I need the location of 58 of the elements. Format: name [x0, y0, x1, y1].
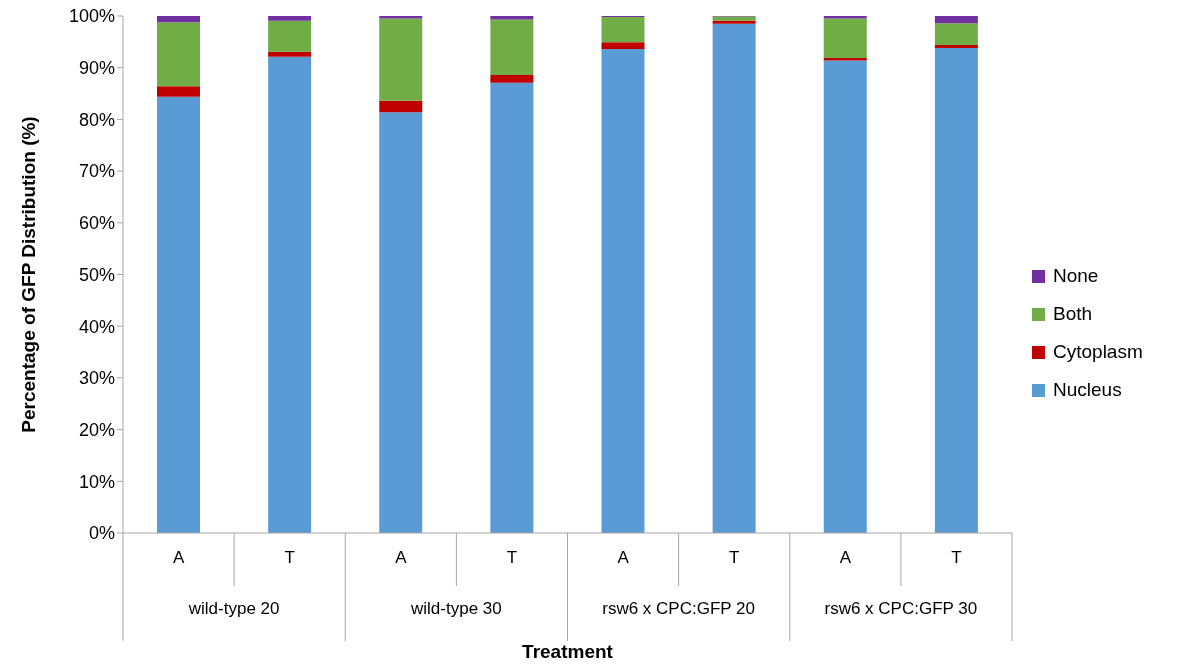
bar: [157, 96, 200, 533]
bar: [823, 16, 867, 19]
bar: [157, 86, 200, 97]
bar: [157, 16, 200, 23]
legend-label: Nucleus: [1053, 379, 1122, 401]
bar: [712, 20, 756, 24]
bar: [268, 16, 312, 21]
x-tick-label: T: [506, 548, 518, 567]
bar: [823, 18, 867, 58]
bar: [268, 56, 312, 533]
bar: [268, 20, 312, 52]
bar: [934, 48, 978, 533]
bar: [379, 112, 423, 533]
bar: [823, 60, 867, 533]
bar: [490, 82, 534, 533]
y-tick-label: 80%: [78, 109, 115, 130]
bar: [712, 23, 756, 533]
bar: [934, 16, 978, 24]
bar: [934, 23, 978, 45]
bar: [601, 49, 645, 533]
y-tick-label: 50%: [78, 264, 115, 285]
x-tick-label: A: [839, 548, 852, 567]
bar: [490, 74, 534, 83]
bar: [379, 16, 423, 19]
x-tick-label: T: [284, 548, 295, 567]
x-tick-label: T: [728, 548, 740, 567]
y-tick-label: 30%: [78, 368, 115, 389]
bar: [268, 51, 312, 57]
legend-label: Cytoplasm: [1053, 341, 1143, 363]
text: wild-type 20: [187, 599, 280, 618]
bar: [712, 16, 756, 21]
y-tick-label: 100%: [68, 6, 115, 27]
y-axis-title: Percentage of GFP Distribution (%): [17, 116, 39, 433]
bar: [601, 17, 645, 43]
legend-label: None: [1053, 265, 1099, 287]
x-tick-label: A: [395, 548, 408, 567]
bar: [379, 18, 423, 101]
y-tick-label: 20%: [78, 419, 115, 440]
x-tick-label: A: [172, 548, 185, 567]
text: rsw6 x CPC:GFP 30: [824, 599, 978, 618]
x-tick-label: A: [617, 548, 630, 567]
text: wild-type 30: [410, 599, 502, 618]
y-tick-label: 70%: [78, 161, 115, 182]
bar: [157, 22, 200, 87]
legend-label: Both: [1053, 303, 1093, 325]
y-tick-label: 0%: [88, 523, 115, 544]
bar: [601, 42, 645, 50]
bar: [379, 100, 423, 113]
text: rsw6 x CPC:GFP 20: [602, 599, 755, 618]
bar: [490, 19, 534, 75]
bar: [490, 16, 534, 20]
x-tick-label: T: [951, 548, 962, 567]
y-tick-label: 60%: [78, 213, 115, 234]
y-tick-label: 40%: [78, 316, 115, 337]
bar: [934, 44, 978, 49]
y-tick-label: 90%: [78, 58, 115, 79]
y-tick-label: 10%: [78, 471, 115, 492]
x-axis-title: Treatment: [522, 641, 614, 662]
